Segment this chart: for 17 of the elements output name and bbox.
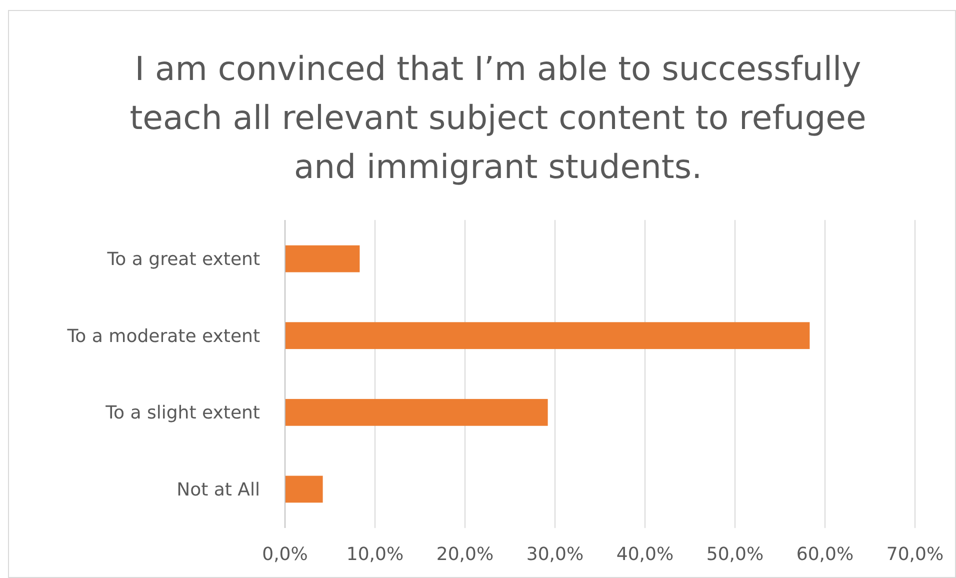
x-tick-label: 10,0%	[346, 544, 404, 565]
x-tick-label: 40,0%	[616, 544, 674, 565]
y-tick-label: To a great extent	[106, 249, 260, 270]
chart-title: I am convinced that I’m able to successfully teach all relevant subject content to refugee and immigrant students.	[130, 49, 866, 186]
x-tick-label: 30,0%	[526, 544, 584, 565]
y-tick-label: To a moderate extent	[66, 326, 260, 347]
y-tick-label: Not at All	[176, 480, 260, 501]
x-tick-label: 20,0%	[436, 544, 494, 565]
x-tick-label: 50,0%	[706, 544, 764, 565]
x-tick-label: 0,0%	[262, 544, 308, 565]
bar	[285, 245, 360, 272]
x-tick-label: 70,0%	[886, 544, 944, 565]
x-tick-label: 60,0%	[796, 544, 854, 565]
bar	[285, 322, 810, 350]
bar	[285, 398, 548, 426]
y-tick-label: To a slight extent	[104, 402, 260, 424]
bar	[285, 476, 323, 503]
